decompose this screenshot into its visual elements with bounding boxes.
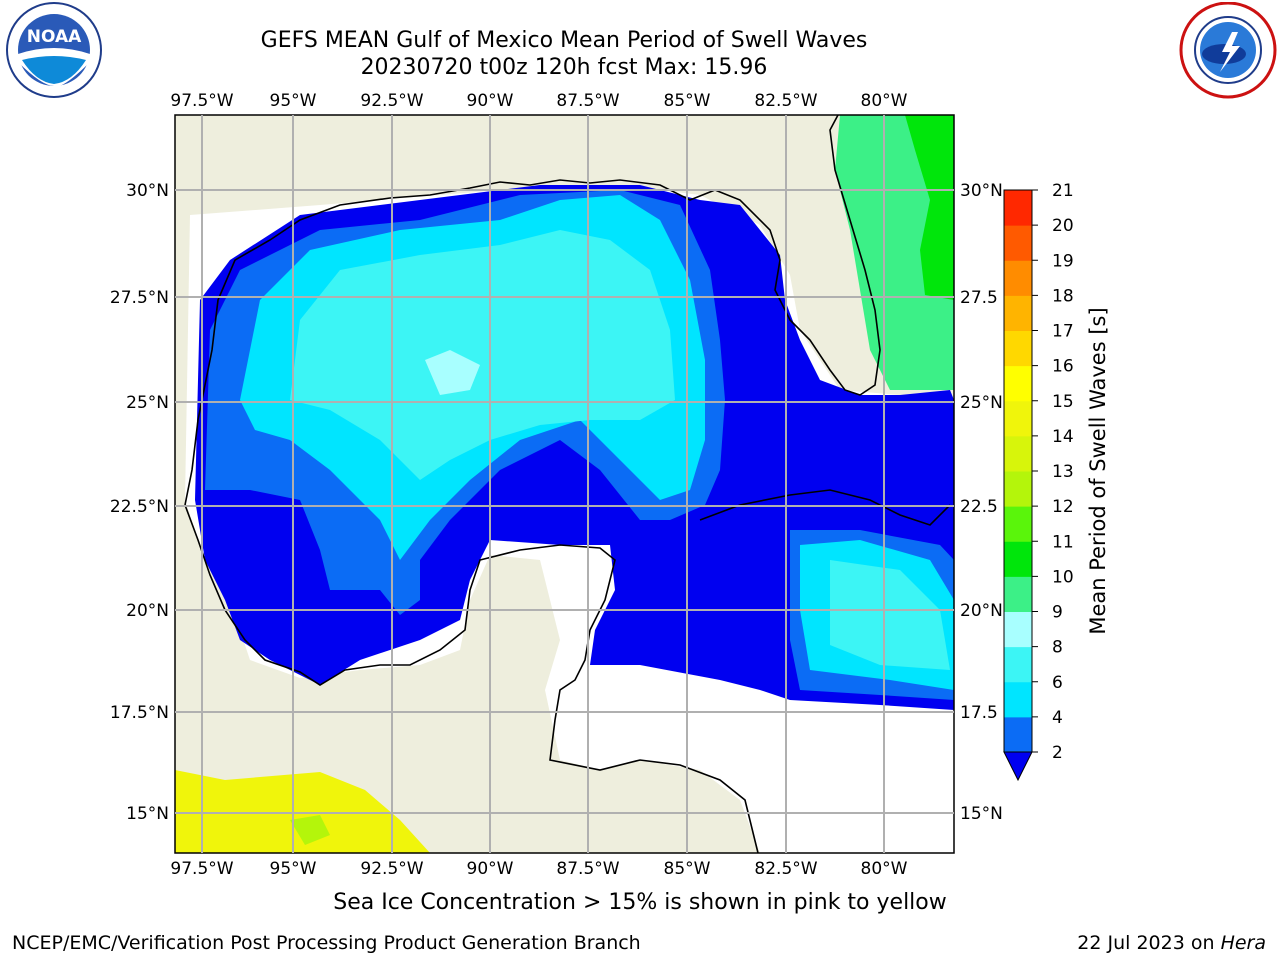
latitude-label-left: 30°N [126, 181, 169, 201]
latitude-label-left: 17.5°N [110, 703, 169, 723]
latitude-label-right: 22.5 [960, 497, 998, 517]
longitude-label: 92.5°W [360, 859, 423, 879]
sea-ice-patch [290, 815, 330, 845]
colorbar-tick-label: 8 [1052, 638, 1063, 658]
longitude-label: 87.5°W [556, 91, 619, 111]
colorbar-tick-label: 6 [1052, 673, 1063, 693]
map-area [175, 115, 954, 853]
latitude-label-right: 30°N [960, 181, 1003, 201]
colorbar-tick-label: 4 [1052, 708, 1063, 728]
colorbar-tick-label: 19 [1052, 251, 1074, 271]
longitude-label: 87.5°W [556, 859, 619, 879]
longitude-label: 82.5°W [754, 91, 817, 111]
chart-title: GEFS MEAN Gulf of Mexico Mean Period of … [260, 28, 868, 53]
longitude-label: 85°W [664, 859, 711, 879]
longitude-label: 97.5°W [170, 91, 233, 111]
chart-subtitle: 20230720 t00z 120h fcst Max: 15.96 [360, 55, 768, 80]
latitude-label-right: 20°N [960, 601, 1003, 621]
longitude-label: 92.5°W [360, 91, 423, 111]
colorbar-segment [1004, 190, 1032, 226]
footer-date: 22 Jul 2023 on Hera [1077, 932, 1266, 954]
colorbar-segment [1004, 506, 1032, 542]
colorbar-tick-label: 11 [1052, 532, 1074, 552]
footer-credit: NCEP/EMC/Verification Post Processing Pr… [12, 932, 641, 954]
colorbar-tick-label: 17 [1052, 322, 1074, 342]
latitude-label-right: 17.5 [960, 703, 998, 723]
longitude-labels: 97.5°W 97.5°W 95°W 95°W 92.5°W 92.5°W 90°W 90°W… [170, 91, 907, 879]
colorbar-segment [1004, 646, 1032, 683]
colorbar-tick-label: 9 [1052, 603, 1063, 623]
colorbar-segment [1004, 541, 1032, 577]
latitude-label-right: 25°N [960, 393, 1003, 413]
atlantic-band-10-11 [835, 115, 954, 390]
colorbar-segment [1004, 260, 1032, 296]
longitude-label: 85°W [664, 91, 711, 111]
colorbar-tick-label: 15 [1052, 392, 1074, 412]
longitude-label: 95°W [270, 859, 317, 879]
graticule [175, 115, 954, 853]
colorbar-segment [1004, 330, 1032, 367]
longitude-label: 95°W [270, 91, 317, 111]
colorbar-segment [1004, 225, 1032, 261]
latitude-label-left: 22.5°N [110, 497, 169, 517]
colorbar-under-arrow [1003, 751, 1033, 782]
colorbar-segment [1004, 611, 1032, 648]
colorbar-segment [1004, 435, 1032, 472]
colorbar-segment [1004, 365, 1032, 402]
colorbar-label: Mean Period of Swell Waves [s] [1086, 307, 1110, 634]
colorbar-tick-label: 18 [1052, 286, 1074, 306]
latitude-labels: 30°N 27.5°N 25°N 22.5°N 20°N 17.5°N 15°N 30°N 27… [110, 181, 1003, 824]
colorbar-tick-label: 21 [1052, 181, 1074, 201]
latitude-label-right: 15°N [960, 804, 1003, 824]
latitude-label-left: 27.5°N [110, 288, 169, 308]
longitude-label: 80°W [861, 91, 908, 111]
latitude-label-right: 27.5 [960, 288, 998, 308]
colorbar-tick-label: 12 [1052, 497, 1074, 517]
coastline [184, 115, 951, 853]
colorbar-segment [1004, 681, 1032, 718]
longitude-label: 90°W [467, 859, 514, 879]
longitude-label: 97.5°W [170, 859, 233, 879]
colorbar-segment [1004, 576, 1032, 612]
colorbar-segment [1004, 716, 1032, 753]
map-frame [174, 114, 955, 854]
sea-ice-caption: Sea Ice Concentration > 15% is shown in … [333, 890, 947, 915]
colorbar: 2 4 6 8 9 10 11 12 13 14 15 16 17 18 19 20 21 Mean Period… [1003, 181, 1110, 782]
colorbar-segment [1004, 471, 1032, 507]
sea-ice-region [175, 770, 430, 853]
latitude-label-left: 15°N [126, 804, 169, 824]
longitude-label: 90°W [467, 91, 514, 111]
longitude-label: 82.5°W [754, 859, 817, 879]
colorbar-tick-label: 14 [1052, 427, 1074, 447]
footer-machine: Hera [1220, 932, 1266, 954]
longitude-label: 80°W [861, 859, 908, 879]
latitude-label-left: 20°N [126, 601, 169, 621]
colorbar-tick-label: 13 [1052, 462, 1074, 482]
colorbar-segment [1004, 400, 1032, 437]
nws-logo [1179, 2, 1277, 99]
colorbar-tick-label: 16 [1052, 357, 1074, 377]
colorbar-segment [1004, 295, 1032, 331]
swell-band-8-9 [290, 230, 950, 670]
noaa-logo: NOAA [6, 2, 102, 98]
colorbar-tick-label: 20 [1052, 216, 1074, 236]
footer-date-text: 22 Jul 2023 on [1077, 932, 1221, 954]
atlantic-band-11-12 [905, 115, 954, 300]
noaa-logo-text: NOAA [27, 27, 82, 47]
colorbar-tick-label: 10 [1052, 567, 1074, 587]
latitude-label-left: 25°N [126, 393, 169, 413]
colorbar-tick-label: 2 [1052, 743, 1063, 763]
